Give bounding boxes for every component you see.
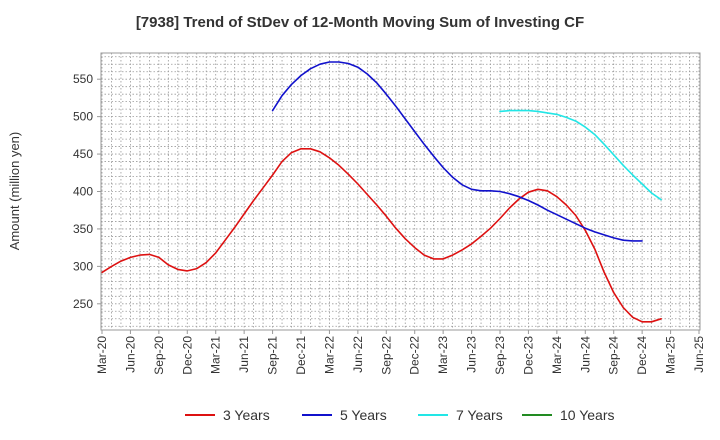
x-tick-label: Mar-21 [209,336,223,374]
y-tick-label: 400 [73,185,93,199]
x-tick-label: Dec-24 [635,336,649,375]
legend-label: 10 Years [560,407,615,423]
x-axis-ticks: Mar-20 Jun-20 Sep-20 Dec-20 Mar-21 Jun-21 Sep-… [95,330,706,375]
x-tick-label: Jun-24 [578,336,592,373]
series-lines [101,61,662,323]
x-tick-label: Sep-24 [607,336,621,375]
x-tick-label: Jun-22 [351,336,365,373]
series-line-3-years [101,148,662,323]
plot-area-frame [100,52,701,331]
y-tick-label: 500 [73,110,93,124]
x-tick-label: Mar-25 [664,336,678,374]
legend-label: 7 Years [456,407,503,423]
x-tick-label: Jun-25 [692,336,706,373]
series-line-5-years [271,61,643,242]
x-tick-label: Dec-20 [180,336,194,375]
x-tick-label: Jun-21 [237,336,251,373]
y-axis-ticks: 250 300 350 400 450 500 550 [73,72,101,311]
x-tick-label: Sep-20 [152,336,166,375]
x-tick-label: Jun-20 [123,336,137,373]
x-tick-label: Sep-21 [266,336,280,375]
y-tick-label: 550 [73,72,93,86]
x-tick-label: Mar-22 [322,336,336,374]
x-tick-label: Sep-22 [379,336,393,375]
x-tick-label: Dec-21 [294,336,308,375]
series-line-7-years [499,109,662,201]
legend: 3 Years 5 Years 7 Years 10 Years [185,407,615,423]
grid-lines [101,53,700,330]
x-tick-label: Mar-20 [95,336,109,374]
x-tick-label: Dec-22 [408,336,422,375]
y-tick-label: 300 [73,259,93,273]
y-tick-label: 250 [73,297,93,311]
y-tick-label: 450 [73,147,93,161]
x-tick-label: Mar-23 [436,336,450,374]
x-tick-label: Sep-23 [493,336,507,375]
legend-label: 5 Years [340,407,387,423]
x-tick-label: Dec-23 [521,336,535,375]
y-axis-label: Amount (million yen) [7,132,22,251]
x-tick-label: Jun-23 [465,336,479,373]
x-tick-label: Mar-24 [550,336,564,374]
legend-label: 3 Years [223,407,270,423]
chart-title: [7938] Trend of StDev of 12-Month Moving… [135,14,585,31]
y-tick-label: 350 [73,222,93,236]
